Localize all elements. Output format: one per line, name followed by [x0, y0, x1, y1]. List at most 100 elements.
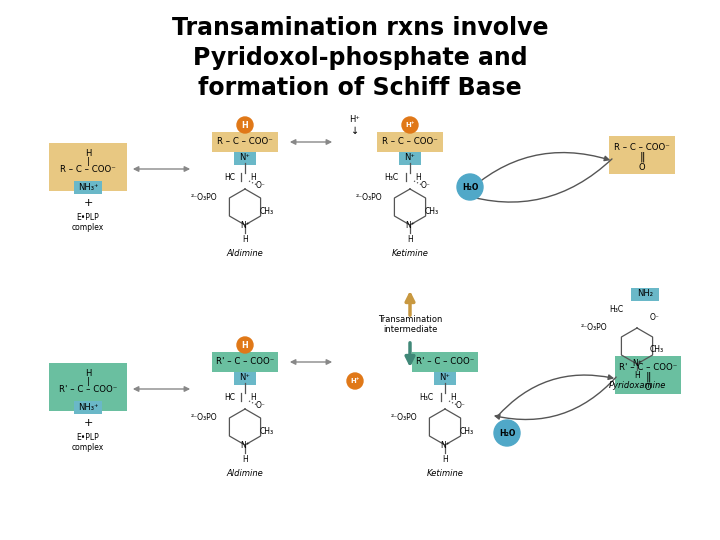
Text: N⁺: N⁺ [240, 374, 251, 382]
Text: ‖: ‖ [639, 152, 644, 162]
Text: N⁺: N⁺ [240, 441, 250, 449]
Text: H₂O: H₂O [462, 183, 478, 192]
Bar [234, 152, 256, 165]
Text: H: H [242, 341, 248, 349]
Text: H⁺: H⁺ [350, 378, 360, 384]
Bar [49, 143, 127, 191]
Circle shape [494, 420, 520, 446]
Text: H₃C: H₃C [384, 172, 398, 181]
Text: NH₃⁺: NH₃⁺ [78, 402, 98, 411]
Text: H: H [242, 455, 248, 463]
Bar [631, 287, 659, 300]
Text: H: H [85, 148, 91, 158]
Text: R' – C – COO⁻: R' – C – COO⁻ [619, 362, 677, 372]
Text: CH₃: CH₃ [425, 206, 439, 215]
Text: +: + [84, 418, 93, 428]
Text: N⁺: N⁺ [440, 374, 451, 382]
Text: H: H [85, 368, 91, 377]
Text: ↓: ↓ [351, 126, 359, 136]
Bar [615, 356, 681, 394]
Text: +: + [84, 198, 93, 208]
Bar [212, 352, 278, 372]
Bar [609, 136, 675, 174]
Text: H₃C: H₃C [419, 393, 433, 402]
Text: H: H [407, 234, 413, 244]
Text: R – C – COO⁻: R – C – COO⁻ [60, 165, 116, 173]
Bar [377, 132, 443, 152]
Text: H₃C: H₃C [609, 306, 623, 314]
Text: complex: complex [72, 222, 104, 232]
Bar [399, 152, 421, 165]
Text: Pyridoxol-phosphate and: Pyridoxol-phosphate and [193, 46, 527, 70]
Text: intermediate: intermediate [383, 326, 437, 334]
Text: H⁺: H⁺ [350, 116, 361, 125]
Text: ²⁻O₃PO: ²⁻O₃PO [580, 323, 607, 333]
Text: CH₃: CH₃ [260, 206, 274, 215]
Text: N⁺: N⁺ [632, 359, 642, 368]
Text: Aldimine: Aldimine [227, 469, 264, 477]
Bar [234, 372, 256, 384]
Text: H: H [634, 372, 640, 381]
Bar [74, 180, 102, 193]
Bar [434, 372, 456, 384]
Text: Aldimine: Aldimine [227, 248, 264, 258]
Text: N⁺: N⁺ [440, 441, 450, 449]
Text: R – C – COO⁻: R – C – COO⁻ [382, 138, 438, 146]
Text: O: O [644, 382, 652, 392]
Text: CH₃: CH₃ [260, 427, 274, 435]
Text: Transamination rxns involve: Transamination rxns involve [172, 16, 548, 40]
Text: CH₃: CH₃ [460, 427, 474, 435]
Text: H: H [250, 172, 256, 181]
Text: Ketimine: Ketimine [392, 248, 428, 258]
Circle shape [237, 117, 253, 133]
Circle shape [347, 373, 363, 389]
Text: NH₃⁺: NH₃⁺ [78, 183, 98, 192]
Text: H₂O: H₂O [499, 429, 516, 437]
Text: complex: complex [72, 442, 104, 451]
Text: CH₃: CH₃ [650, 346, 664, 354]
Text: E•PLP: E•PLP [76, 433, 99, 442]
Text: ²⁻O₃PO: ²⁻O₃PO [190, 413, 217, 422]
Text: |: | [86, 157, 89, 165]
Text: ²⁻O₃PO: ²⁻O₃PO [190, 192, 217, 201]
Bar [74, 401, 102, 414]
Text: O: O [639, 163, 645, 172]
Text: ²⁻O₃PO: ²⁻O₃PO [356, 192, 382, 201]
Text: N⁺: N⁺ [240, 220, 250, 230]
Text: ‖: ‖ [645, 372, 651, 382]
Text: N⁺: N⁺ [405, 153, 415, 163]
Text: H: H [442, 455, 448, 463]
Text: N⁺: N⁺ [405, 220, 415, 230]
Text: R – C – COO⁻: R – C – COO⁻ [614, 143, 670, 152]
Text: formation of Schiff Base: formation of Schiff Base [198, 76, 522, 100]
Text: H: H [242, 234, 248, 244]
Text: O⁻: O⁻ [421, 180, 431, 190]
Bar [412, 352, 478, 372]
Text: HC: HC [224, 393, 235, 402]
Text: O⁻: O⁻ [256, 401, 266, 409]
Text: ²⁻O₃PO: ²⁻O₃PO [390, 413, 417, 422]
Bar [212, 132, 278, 152]
Text: H: H [250, 393, 256, 402]
Text: H⁺: H⁺ [405, 122, 415, 128]
Text: O⁻: O⁻ [256, 180, 266, 190]
Text: |: | [86, 376, 89, 386]
Text: Pyridoxamine: Pyridoxamine [608, 381, 666, 389]
Text: R' – C – COO⁻: R' – C – COO⁻ [416, 357, 474, 367]
Circle shape [402, 117, 418, 133]
Circle shape [457, 174, 483, 200]
Text: R' – C – COO⁻: R' – C – COO⁻ [59, 384, 117, 394]
Text: Transamination: Transamination [378, 315, 442, 325]
Circle shape [237, 337, 253, 353]
Text: R' – C – COO⁻: R' – C – COO⁻ [216, 357, 274, 367]
Text: Ketimine: Ketimine [426, 469, 464, 477]
Bar [49, 363, 127, 411]
Text: E•PLP: E•PLP [76, 213, 99, 221]
Text: HC: HC [224, 172, 235, 181]
Text: NH₂: NH₂ [637, 289, 653, 299]
Text: H: H [450, 393, 456, 402]
Text: H: H [415, 172, 421, 181]
Text: O⁻: O⁻ [650, 314, 660, 322]
Text: H: H [242, 120, 248, 130]
Text: R – C – COO⁻: R – C – COO⁻ [217, 138, 273, 146]
